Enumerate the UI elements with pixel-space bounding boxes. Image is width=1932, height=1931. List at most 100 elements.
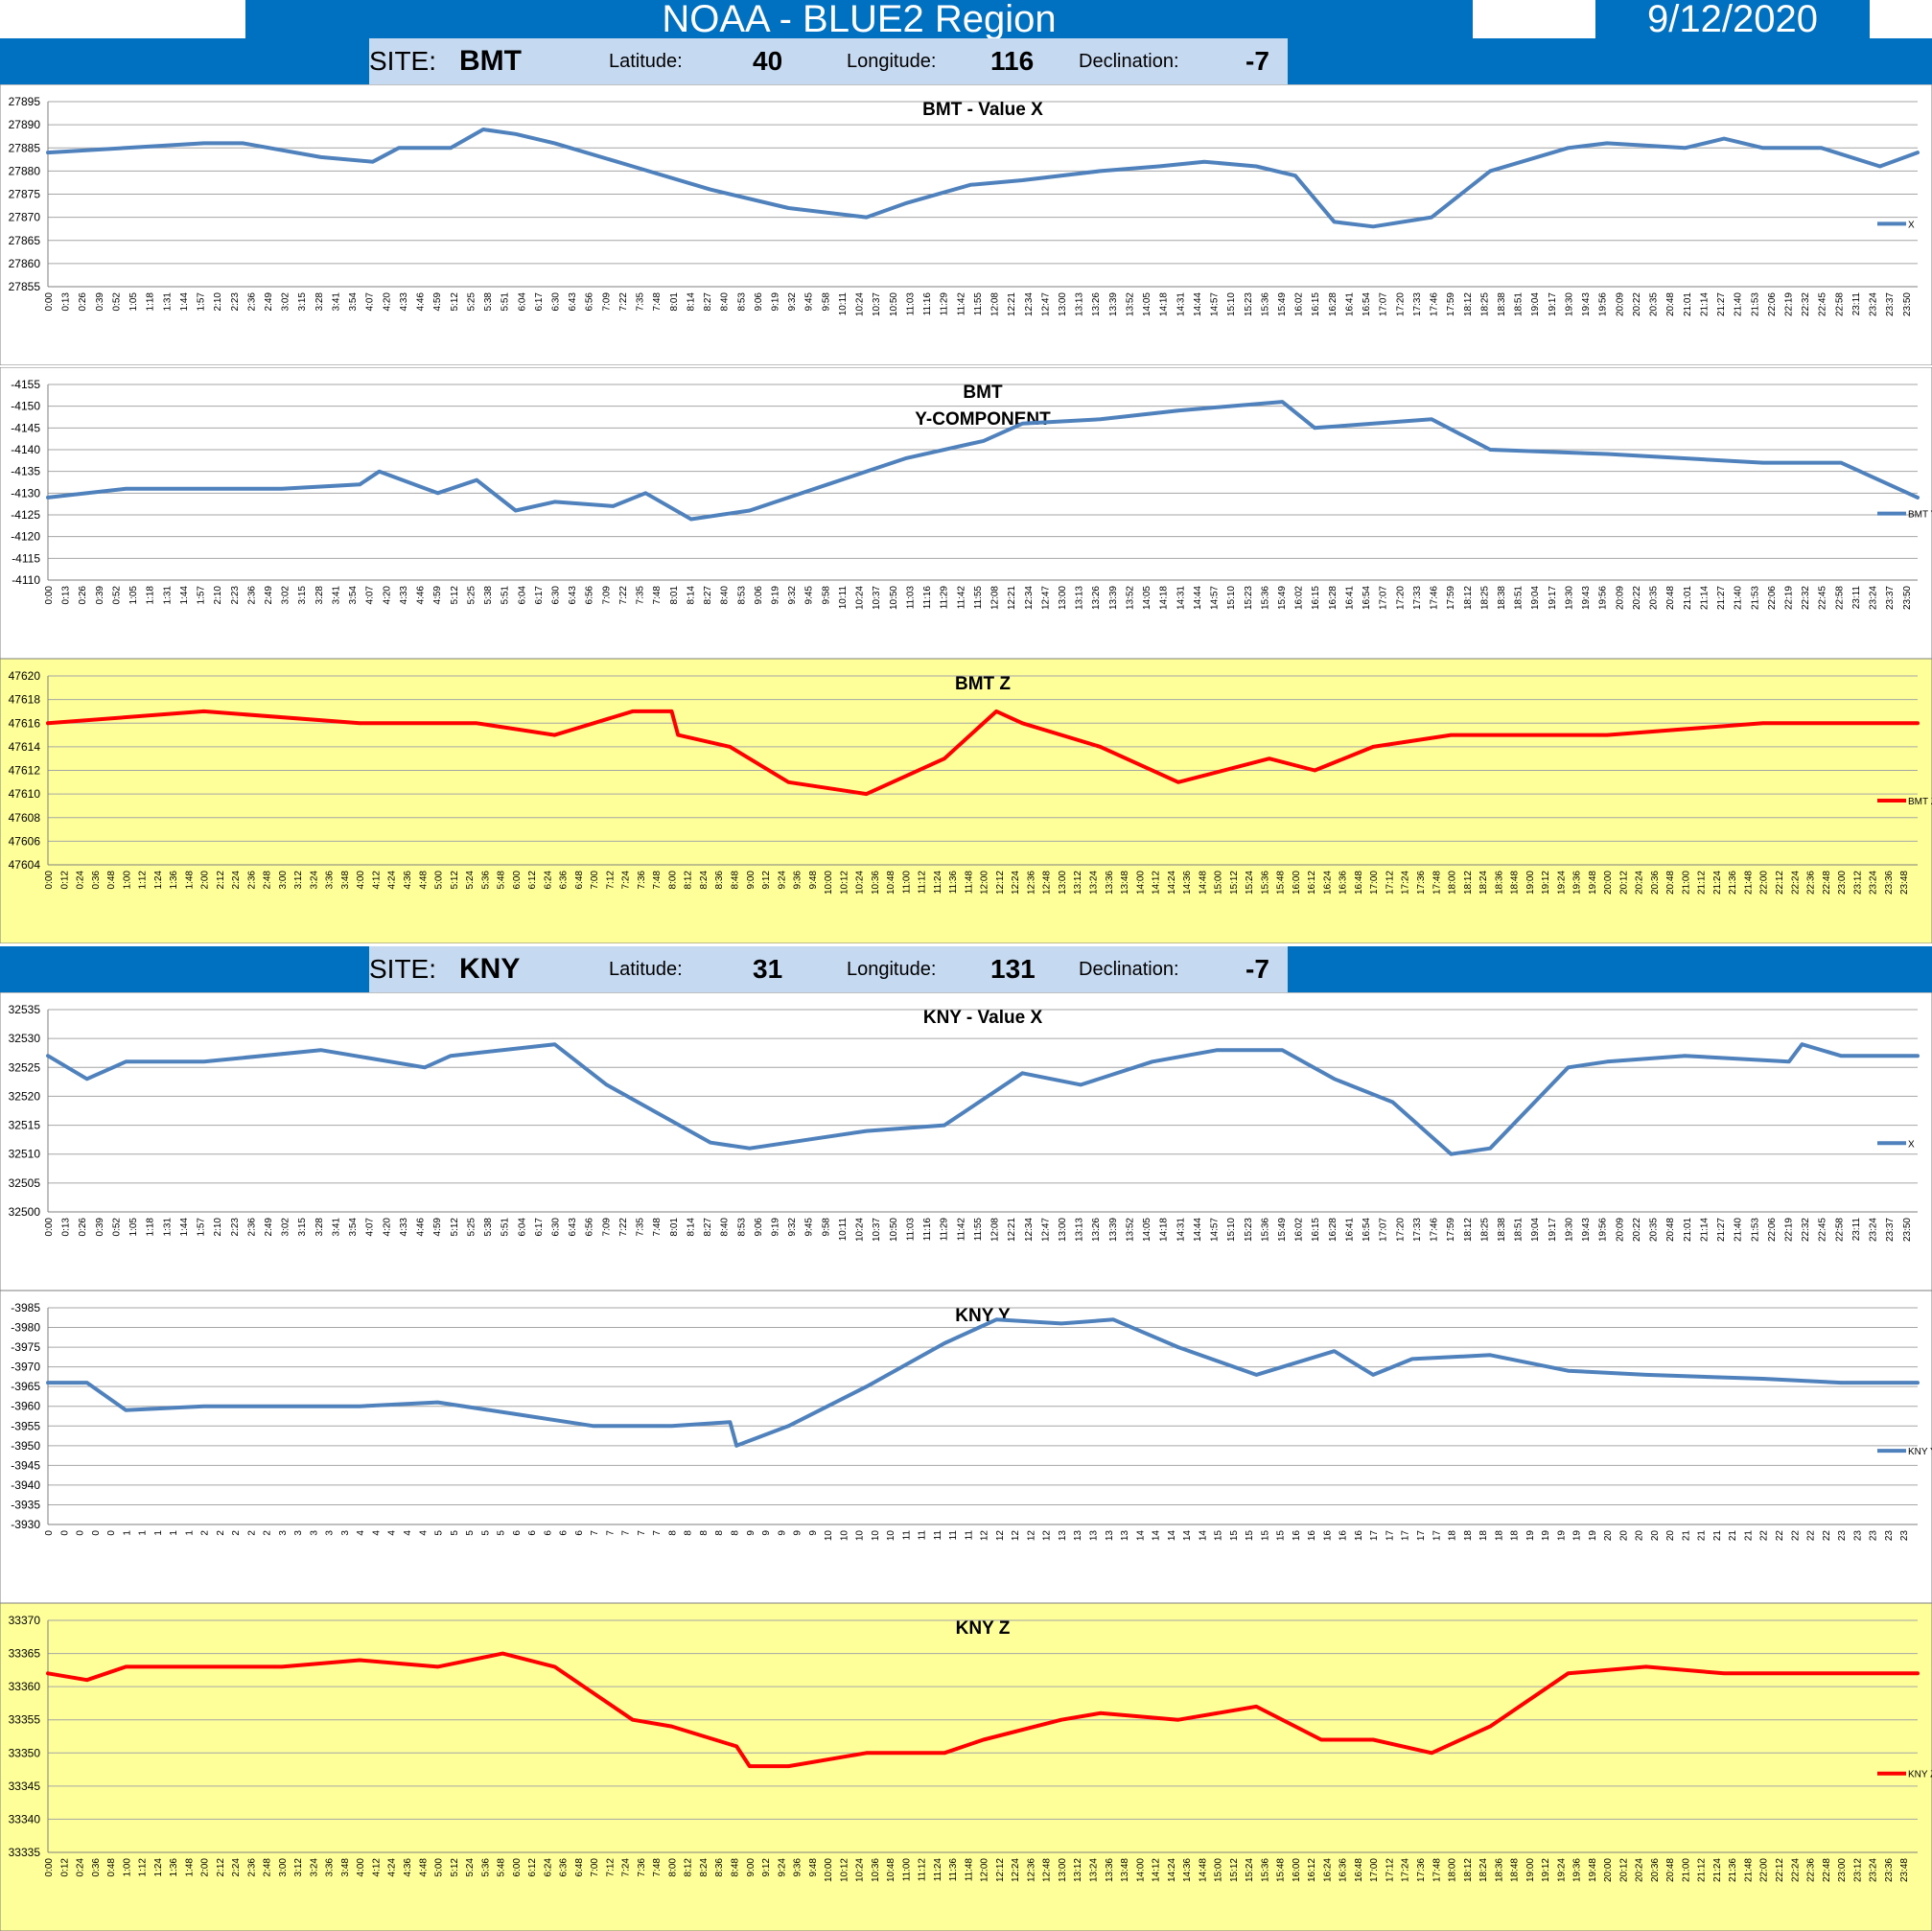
y-tick-label: 33345	[9, 1780, 41, 1793]
x-tick-label: 0:48	[106, 1858, 117, 1877]
x-tick-label: 7:22	[618, 1218, 629, 1237]
y-tick-label: -4155	[11, 378, 40, 391]
x-tick-label: 12:47	[1040, 292, 1051, 316]
x-tick-label: 2	[246, 1530, 257, 1536]
x-tick-label: 17:07	[1379, 1218, 1389, 1242]
y-tick-label: 47604	[9, 858, 41, 872]
x-tick-label: 5:25	[466, 1218, 477, 1237]
x-tick-label: 15:36	[1260, 1218, 1270, 1242]
x-tick-label: 23:12	[1852, 1858, 1863, 1882]
x-tick-label: 10:48	[886, 871, 896, 895]
x-tick-label: 5:48	[497, 871, 507, 890]
x-tick-label: 13:39	[1108, 1218, 1119, 1242]
x-tick-label: 22:12	[1775, 871, 1785, 895]
x-tick-label: 2	[263, 1530, 273, 1536]
x-tick-label: 0:00	[44, 292, 55, 312]
x-tick-label: 10:11	[838, 1218, 849, 1242]
x-tick-label: 23:11	[1851, 292, 1862, 316]
x-tick-label: 6	[543, 1530, 553, 1536]
x-tick-label: 0:24	[76, 1858, 86, 1877]
x-tick-label: 2:48	[263, 1858, 273, 1877]
y-tick-label: 32510	[9, 1148, 41, 1161]
x-tick-label: 13	[1058, 1530, 1068, 1542]
region-title: NOAA - BLUE2 Region	[662, 0, 1057, 38]
x-tick-label: 2:36	[246, 1218, 257, 1237]
x-tick-label: 19	[1541, 1530, 1551, 1542]
y-tick-label: 32515	[9, 1119, 41, 1132]
x-tick-label: 8:53	[736, 292, 747, 312]
x-tick-label: 17:33	[1412, 586, 1423, 610]
x-tick-label: 15:49	[1277, 1218, 1288, 1242]
y-tick-label: -3950	[11, 1439, 40, 1453]
x-tick-label: 5:38	[483, 586, 494, 605]
site-label: SITE:	[369, 46, 437, 76]
x-tick-label: 4:48	[418, 871, 429, 890]
x-tick-label: 11:55	[973, 1218, 984, 1242]
x-tick-label: 0:39	[95, 1218, 105, 1237]
x-tick-label: 16:54	[1362, 1218, 1372, 1242]
x-tick-label: 19:12	[1541, 871, 1551, 895]
chart-background	[0, 659, 1932, 943]
declination-label: Declination:	[1079, 959, 1179, 980]
x-tick-label: 4:07	[365, 1218, 376, 1237]
x-tick-label: 5:12	[450, 871, 460, 890]
x-tick-label: 19:04	[1530, 292, 1541, 316]
x-tick-label: 12:47	[1040, 586, 1051, 610]
y-tick-label: 27875	[9, 188, 41, 201]
x-tick-label: 17:33	[1412, 292, 1423, 316]
x-tick-label: 2:00	[200, 1858, 211, 1877]
x-tick-label: 7:22	[618, 586, 629, 605]
x-tick-label: 21:24	[1712, 1858, 1723, 1882]
x-tick-label: 18:24	[1478, 871, 1489, 895]
x-tick-label: 10:24	[855, 292, 866, 316]
y-tick-label: -3955	[11, 1419, 40, 1432]
x-tick-label: 14:05	[1142, 586, 1152, 610]
x-tick-label: 3:15	[297, 586, 308, 605]
x-tick-label: 0	[91, 1530, 102, 1536]
x-tick-label: 23:24	[1869, 1858, 1879, 1882]
x-tick-label: 9	[793, 1530, 803, 1536]
x-tick-label: 16:15	[1311, 586, 1321, 610]
chart-panel-kny-x: 32500 32505 32510 32515 32520 32525 32530 32535…	[0, 992, 1932, 1291]
x-tick-label: 18:38	[1497, 586, 1507, 610]
x-tick-label: 18	[1448, 1530, 1458, 1542]
latitude-value: 31	[753, 954, 783, 984]
x-tick-label: 8:40	[720, 586, 731, 605]
x-tick-label: 12:36	[1026, 1858, 1036, 1882]
x-tick-label: 22	[1775, 1530, 1785, 1542]
y-tick-label: -4110	[12, 573, 40, 587]
x-tick-label: 20:22	[1632, 586, 1642, 610]
x-tick-label: 23	[1899, 1530, 1910, 1542]
x-tick-label: 12:48	[1042, 871, 1053, 895]
x-tick-label: 22:36	[1806, 871, 1817, 895]
x-tick-label: 7:09	[601, 586, 612, 605]
x-tick-label: 7:09	[601, 1218, 612, 1237]
x-tick-label: 20:36	[1650, 871, 1661, 895]
y-tick-label: -3960	[11, 1400, 40, 1413]
x-tick-label: 1:00	[122, 1858, 132, 1877]
x-tick-label: 11	[918, 1530, 928, 1541]
x-tick-label: 19:36	[1572, 871, 1583, 895]
x-tick-label: 9:19	[771, 586, 781, 605]
x-tick-label: 21:12	[1697, 871, 1708, 895]
x-tick-label: 6:43	[568, 1218, 578, 1237]
x-tick-label: 23:50	[1902, 292, 1913, 316]
y-tick-label: 47606	[9, 834, 41, 848]
chart-panel-bmt-x: 27855 27860 27865 27870 27875 27880 27885 27890…	[0, 84, 1932, 365]
x-tick-label: 6:36	[559, 1858, 570, 1877]
x-tick-label: 13:52	[1125, 1218, 1135, 1242]
x-tick-label: 2:23	[230, 292, 241, 312]
x-tick-label: 8:01	[669, 586, 680, 605]
x-tick-label: 7:12	[605, 1858, 616, 1877]
x-tick-label: 22:58	[1834, 586, 1845, 610]
x-tick-label: 16	[1292, 1530, 1302, 1542]
x-tick-label: 21:53	[1750, 292, 1760, 316]
x-tick-label: 8:24	[699, 871, 710, 890]
y-tick-label: -3945	[11, 1458, 40, 1472]
x-tick-label: 8:36	[714, 871, 725, 890]
x-tick-label: 19:48	[1588, 871, 1598, 895]
x-tick-label: 3:02	[281, 586, 291, 605]
x-tick-label: 22:19	[1783, 292, 1794, 316]
x-tick-label: 11:12	[918, 1858, 928, 1882]
x-tick-label: 2:49	[264, 292, 274, 312]
